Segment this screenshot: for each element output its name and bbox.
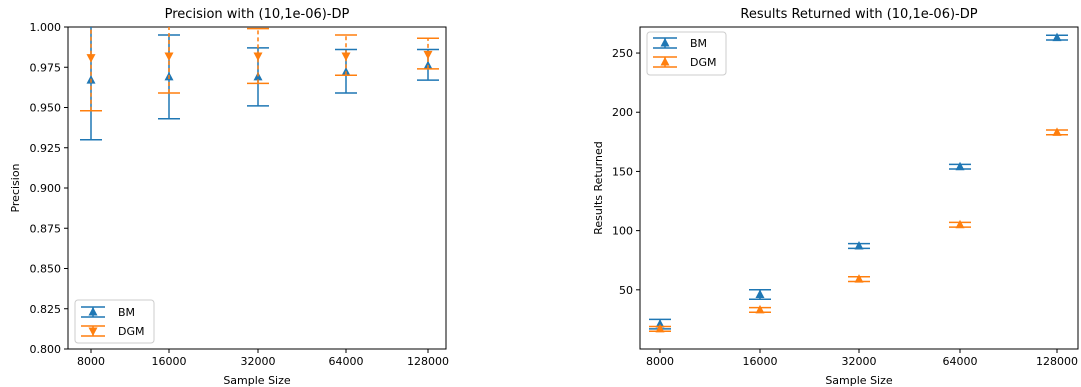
data-point bbox=[755, 289, 765, 299]
y-tick-label: 100 bbox=[612, 225, 633, 238]
data-point bbox=[86, 54, 96, 63]
precision-legend-dgm-label: DGM bbox=[118, 325, 145, 338]
precision-y-ticks: 0.800 0.825 0.850 0.875 0.900 0.925 0.950 0.975… bbox=[30, 21, 68, 356]
results-legend-dgm-symbol bbox=[653, 56, 677, 68]
dgm-errorbar-point bbox=[848, 274, 870, 283]
data-point bbox=[655, 323, 665, 333]
results-y-ticks: 50 100 150 200 250 bbox=[612, 47, 640, 297]
precision-x-ticks: 8000 16000 32000 64000 128000 bbox=[77, 349, 449, 368]
results-series-marks bbox=[649, 32, 1068, 333]
data-point bbox=[1052, 127, 1062, 136]
legend-marker bbox=[660, 57, 670, 66]
data-point bbox=[164, 52, 174, 61]
bm-errorbar-point bbox=[949, 161, 971, 171]
legend-marker bbox=[660, 38, 670, 47]
data-point bbox=[854, 241, 864, 250]
y-tick-label: 200 bbox=[612, 106, 633, 119]
data-point bbox=[755, 304, 765, 314]
precision-legend-bm-symbol bbox=[81, 306, 105, 318]
y-tick-label: 0.825 bbox=[30, 303, 62, 316]
results-x-ticks: 8000 16000 32000 64000 128000 bbox=[646, 349, 1078, 368]
dgm-errorbar-point bbox=[949, 219, 971, 229]
precision-legend-bm-label: BM bbox=[118, 306, 135, 319]
precision-legend: BM DGM bbox=[74, 299, 155, 344]
results-chart-title: Results Returned with (10,1e-06)-DP bbox=[740, 7, 977, 22]
data-point bbox=[341, 52, 351, 61]
precision-chart-title: Precision with (10,1e-06)-DP bbox=[165, 7, 350, 22]
y-tick-label: 0.950 bbox=[30, 102, 62, 115]
dgm-errorbar-point bbox=[335, 34, 357, 77]
precision-series-marks bbox=[80, 27, 439, 141]
data-point bbox=[955, 161, 965, 171]
precision-x-axis-label: Sample Size bbox=[223, 374, 291, 387]
bm-errorbar-point bbox=[749, 289, 771, 301]
bm-errorbar-point bbox=[1046, 32, 1068, 42]
results-legend-bm-symbol bbox=[653, 37, 677, 49]
y-tick-label: 250 bbox=[612, 47, 633, 60]
dgm-errorbar-point bbox=[247, 27, 269, 85]
data-point bbox=[253, 52, 263, 61]
y-tick-label: 0.850 bbox=[30, 263, 62, 276]
y-tick-label: 0.800 bbox=[30, 343, 62, 356]
precision-legend-dgm-symbol bbox=[81, 325, 105, 337]
x-tick-label: 32000 bbox=[842, 355, 877, 368]
dgm-errorbar-point bbox=[1046, 127, 1068, 136]
results-legend-bm-label: BM bbox=[690, 37, 707, 50]
precision-y-axis-label: Precision bbox=[9, 163, 22, 212]
data-point bbox=[423, 50, 433, 60]
y-tick-label: 0.975 bbox=[30, 61, 62, 74]
y-tick-label: 0.875 bbox=[30, 222, 62, 235]
legend-marker bbox=[88, 327, 98, 336]
x-tick-label: 64000 bbox=[329, 355, 364, 368]
y-tick-label: 50 bbox=[619, 284, 633, 297]
y-tick-label: 1.000 bbox=[30, 21, 62, 34]
x-tick-label: 8000 bbox=[646, 355, 674, 368]
results-y-axis-label: Results Returned bbox=[592, 141, 605, 234]
dgm-errorbar-point bbox=[417, 37, 439, 70]
results-chart: Results Returned with (10,1e-06)-DP Samp… bbox=[592, 7, 1079, 387]
y-tick-label: 0.900 bbox=[30, 182, 62, 195]
y-tick-label: 150 bbox=[612, 165, 633, 178]
dgm-errorbar-point bbox=[749, 304, 771, 314]
dgm-errorbar-point bbox=[80, 27, 102, 112]
results-legend-dgm-label: DGM bbox=[690, 56, 717, 69]
precision-chart: Precision with (10,1e-06)-DP Sample Size… bbox=[9, 7, 449, 387]
x-tick-label: 128000 bbox=[407, 355, 449, 368]
dgm-errorbar-point bbox=[158, 27, 180, 94]
x-tick-label: 32000 bbox=[241, 355, 276, 368]
data-point bbox=[655, 319, 665, 328]
data-point bbox=[1052, 32, 1062, 42]
x-tick-label: 16000 bbox=[743, 355, 778, 368]
x-tick-label: 16000 bbox=[152, 355, 187, 368]
y-tick-label: 0.925 bbox=[30, 142, 62, 155]
x-tick-label: 8000 bbox=[77, 355, 105, 368]
data-point bbox=[854, 274, 864, 283]
bm-errorbar-point bbox=[848, 241, 870, 250]
x-tick-label: 128000 bbox=[1036, 355, 1078, 368]
dgm-errorbar-point bbox=[649, 323, 671, 333]
data-point bbox=[955, 219, 965, 229]
legend-marker bbox=[88, 307, 98, 316]
results-legend: BM DGM bbox=[646, 31, 727, 76]
x-tick-label: 64000 bbox=[943, 355, 978, 368]
results-x-axis-label: Sample Size bbox=[825, 374, 893, 387]
